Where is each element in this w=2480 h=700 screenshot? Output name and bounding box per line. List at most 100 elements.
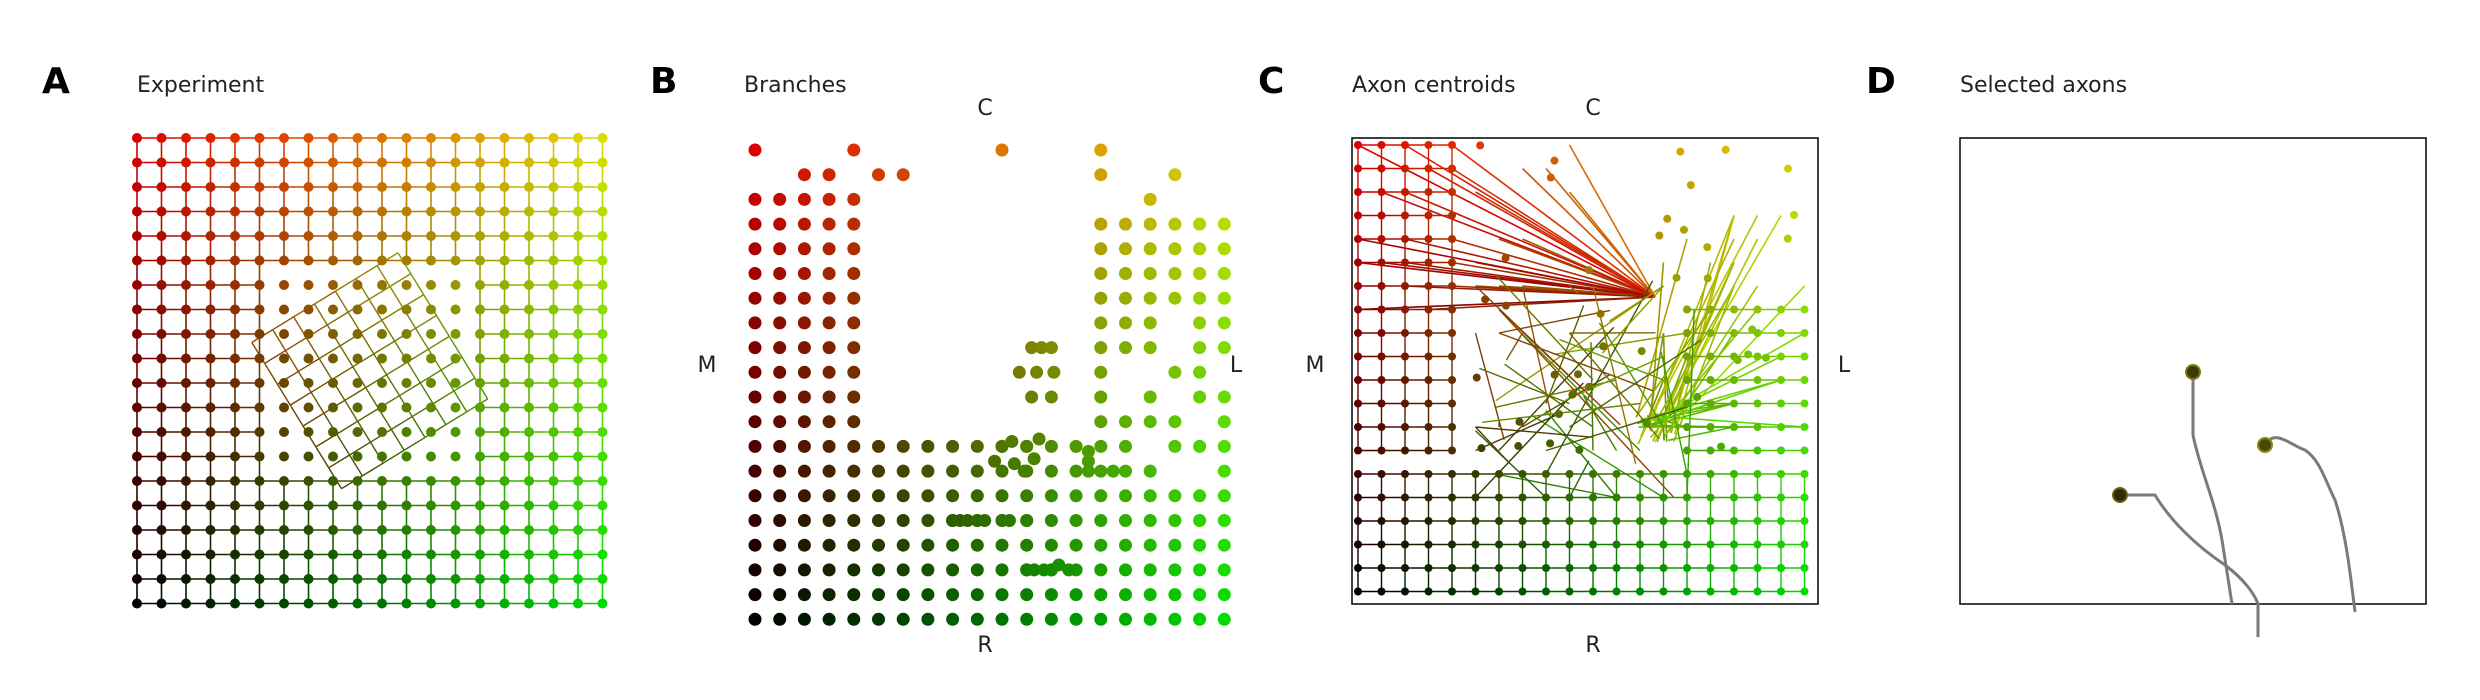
grid-node [254, 525, 265, 535]
centroid-node [1733, 356, 1742, 365]
centroid-node [1401, 211, 1409, 220]
branch-dot [748, 538, 762, 552]
grid-node [426, 525, 436, 535]
centroid-node [1706, 446, 1715, 455]
grid-node [573, 280, 583, 290]
grid-node [573, 500, 583, 511]
centroid-edge [1498, 238, 1656, 298]
branch-dot [1119, 464, 1132, 478]
branch-dot [970, 489, 984, 503]
centroid-node [1585, 382, 1594, 391]
centroid-node [1777, 399, 1785, 408]
branch-dot [822, 267, 836, 280]
centroid-edge [1404, 144, 1656, 298]
grid-node [401, 231, 412, 241]
centroid-node [1730, 564, 1738, 572]
centroid-node [1663, 214, 1672, 223]
grid-node [205, 304, 216, 315]
grid-node [156, 182, 167, 192]
centroid-node [1424, 540, 1433, 549]
branch-dot [1020, 538, 1034, 552]
panel-d-letter: D [1866, 61, 1896, 102]
centroid-node [1761, 353, 1770, 362]
centroid-node [1753, 376, 1762, 384]
centroid-node [1800, 540, 1809, 549]
grid-node [156, 206, 167, 217]
grid-node [132, 280, 142, 290]
centroid-node [1354, 540, 1362, 549]
grid-node [426, 304, 436, 315]
centroid-edge [1568, 144, 1656, 298]
centroid-node [1573, 370, 1582, 379]
branch-dot [1217, 439, 1231, 453]
centroid-node [1730, 540, 1738, 549]
centroid-node [1730, 376, 1738, 384]
branch-dot [1007, 457, 1021, 471]
centroid-node [1448, 376, 1456, 384]
centroid-node [1424, 282, 1433, 290]
grid-node [597, 574, 608, 584]
centroid-node [1636, 564, 1644, 572]
centroid-node [1730, 493, 1738, 502]
branch-dot [1044, 612, 1058, 626]
grid-node [475, 549, 485, 560]
rotated-edge [365, 374, 387, 389]
branch-dot [1143, 538, 1157, 552]
grid-node [279, 574, 289, 584]
centroid-node [1401, 540, 1409, 549]
grid-node [450, 231, 461, 241]
grid-node [156, 304, 167, 315]
grid-node [450, 280, 461, 290]
centroid-node [1546, 439, 1555, 448]
centroid-node [1706, 376, 1715, 384]
rotated-edge [390, 415, 413, 430]
centroid-node [1377, 188, 1386, 196]
branch-dot [946, 612, 960, 626]
grid-node [426, 157, 436, 168]
grid-node [548, 182, 559, 192]
grid-node [377, 500, 387, 511]
centroid-node [1448, 540, 1456, 549]
grid-node [132, 231, 142, 241]
branch-dot [896, 514, 910, 527]
grid-node [132, 378, 142, 388]
grid-node [377, 549, 387, 560]
grid-node [450, 304, 461, 315]
rotated-edge [432, 390, 455, 405]
rotated-edge [373, 353, 388, 376]
branch-dot [1081, 444, 1095, 458]
grid-node [254, 574, 265, 584]
grid-node [377, 525, 387, 535]
grid-node [377, 451, 387, 462]
panel-d: D Selected axons [1866, 61, 2427, 637]
grid-node [377, 255, 387, 266]
grid-node [597, 157, 608, 168]
rotated-edge [445, 411, 468, 426]
grid-node [181, 280, 191, 290]
rotated-edge [339, 345, 354, 368]
centroid-node [1800, 493, 1809, 502]
branch-dot [773, 588, 787, 602]
grid-node [205, 280, 216, 290]
grid-node [475, 157, 485, 168]
grid-node [573, 451, 583, 462]
branch-dot [1044, 464, 1058, 478]
centroid-node [1424, 564, 1433, 572]
grid-node [426, 549, 436, 560]
centroid-node [1683, 399, 1691, 408]
grid-node [573, 378, 583, 388]
grid-node [352, 451, 363, 462]
grid-node [377, 304, 387, 315]
centroid-node [1730, 446, 1738, 455]
rotated-edge [352, 353, 375, 368]
branch-dot [995, 489, 1009, 503]
centroid-edge [1498, 309, 1611, 334]
rotated-edge [276, 383, 291, 406]
branch-dot [1094, 612, 1108, 626]
grid-node [475, 182, 485, 192]
grid-node [132, 157, 142, 168]
centroid-node [1612, 493, 1621, 502]
centroid-edge [1660, 351, 1688, 475]
grid-node [279, 280, 289, 290]
centroid-node [1636, 540, 1644, 549]
